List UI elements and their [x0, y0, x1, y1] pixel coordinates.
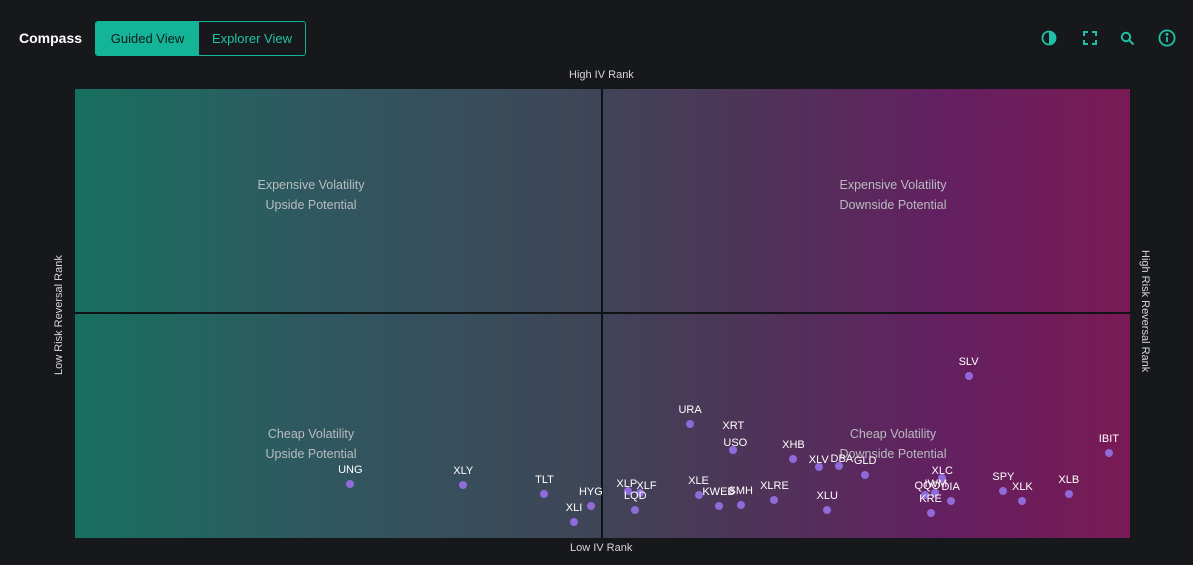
- view-toggle: Guided View Explorer View: [95, 21, 306, 56]
- scatter-point-ura[interactable]: [686, 419, 695, 428]
- point-label-ibit: IBIT: [1098, 433, 1119, 446]
- point-label-hyg: HYG: [578, 485, 603, 498]
- quadrant-top-left-label: Expensive Volatility Upside Potential: [191, 175, 431, 215]
- scatter-point-hyg[interactable]: [586, 501, 595, 510]
- contrast-icon[interactable]: [1040, 29, 1058, 47]
- guided-view-button[interactable]: Guided View: [96, 22, 199, 55]
- scatter-point-uso[interactable]: [729, 445, 738, 454]
- quadrant-bottom-left-line2: Upside Potential: [265, 447, 357, 461]
- explorer-view-button[interactable]: Explorer View: [199, 22, 305, 55]
- quadrant-bottom-right-line1: Cheap Volatility: [849, 427, 937, 441]
- point-label-smh: SMH: [728, 484, 753, 497]
- point-label-ura: URA: [678, 403, 702, 416]
- quadrant-bottom-right-line2: Downside Potential: [839, 447, 947, 461]
- point-label-xlu: XLU: [816, 489, 838, 502]
- scatter-point-qqq[interactable]: [921, 490, 930, 499]
- point-label-xlk: XLK: [1011, 481, 1033, 494]
- scatter-point-xle[interactable]: [694, 491, 703, 500]
- axis-label-left: Low Risk Reversal Rank: [53, 255, 65, 375]
- quadrant-top-left-line2: Upside Potential: [265, 198, 357, 212]
- point-label-kweb: KWEB: [702, 485, 735, 498]
- point-label-iwm: IWM: [924, 477, 948, 490]
- point-label-xlf: XLF: [636, 479, 657, 492]
- axis-label-top: High IV Rank: [569, 69, 634, 81]
- point-label-xhb: XHB: [782, 438, 805, 451]
- scatter-point-xly[interactable]: [459, 481, 468, 490]
- scatter-point-xlf[interactable]: [636, 488, 645, 497]
- point-label-dba: DBA: [830, 453, 854, 466]
- point-label-slv: SLV: [958, 355, 979, 368]
- quadrant-top-right-line1: Expensive Volatility: [839, 178, 947, 192]
- quadrant-bottom-left-label: Cheap Volatility Upside Potential: [191, 424, 431, 464]
- scatter-point-iwm[interactable]: [930, 488, 939, 497]
- quadrant-bottom-right-label: Cheap Volatility Downside Potential: [773, 424, 1013, 464]
- scatter-point-xlu[interactable]: [823, 505, 832, 514]
- scatter-point-dba[interactable]: [834, 462, 843, 471]
- scatter-point-lqd[interactable]: [631, 505, 640, 514]
- scatter-point-xlc[interactable]: [938, 473, 947, 482]
- point-label-xle: XLE: [688, 475, 709, 488]
- zoom-icon[interactable]: [1118, 29, 1136, 47]
- scatter-point-xli[interactable]: [570, 517, 578, 526]
- scatter-point-tlt[interactable]: [540, 489, 549, 498]
- point-label-xlre: XLRE: [760, 480, 789, 493]
- point-label-spy: SPY: [992, 471, 1015, 484]
- point-label-xli: XLI: [565, 501, 583, 514]
- point-label-uso: USO: [723, 436, 748, 449]
- point-label-xlc: XLC: [931, 464, 953, 477]
- point-label-xly: XLY: [453, 465, 474, 478]
- quadrant-top-right-line2: Downside Potential: [839, 198, 947, 212]
- axis-label-right: High Risk Reversal Rank: [1139, 250, 1151, 373]
- quadrant-top-left-line1: Expensive Volatility: [257, 178, 365, 192]
- point-label-lqd: LQD: [623, 489, 647, 502]
- app-title: Compass: [19, 30, 83, 46]
- compass-plot[interactable]: Expensive Volatility Upside Potential Ex…: [75, 89, 1130, 538]
- point-label-xrt: XRT: [722, 419, 745, 432]
- scatter-point-gld[interactable]: [861, 471, 870, 480]
- scatter-point-dia[interactable]: [946, 497, 955, 506]
- scatter-point-xlp[interactable]: [623, 487, 632, 496]
- scatter-point-kre[interactable]: [926, 509, 935, 518]
- scatter-point-spy[interactable]: [999, 487, 1008, 496]
- point-label-xlp: XLP: [616, 478, 638, 491]
- scatter-point-xlb[interactable]: [1064, 489, 1073, 498]
- point-label-kre: KRE: [919, 493, 942, 506]
- scatter-point-ung[interactable]: [346, 479, 355, 488]
- quadrant-bottom-left-line1: Cheap Volatility: [267, 427, 355, 441]
- scatter-point-ibit[interactable]: [1104, 449, 1113, 458]
- point-label-gld: GLD: [853, 455, 877, 468]
- point-label-tlt: TLT: [535, 473, 554, 486]
- axis-label-bottom: Low IV Rank: [570, 542, 633, 554]
- scatter-point-xlre[interactable]: [770, 496, 779, 505]
- point-label-xlb: XLB: [1058, 473, 1080, 486]
- point-label-xlv: XLV: [808, 454, 829, 467]
- scatter-point-xlk[interactable]: [1018, 497, 1027, 506]
- scatter-point-xlv[interactable]: [814, 463, 823, 472]
- fullscreen-icon[interactable]: [1081, 29, 1099, 47]
- scatter-point-kweb[interactable]: [714, 501, 723, 510]
- horizontal-divider: [75, 312, 1130, 314]
- info-icon[interactable]: [1158, 29, 1176, 47]
- scatter-point-xhb[interactable]: [789, 454, 798, 463]
- point-label-ung: UNG: [338, 463, 363, 476]
- quadrant-top-right-label: Expensive Volatility Downside Potential: [773, 175, 1013, 215]
- scatter-point-slv[interactable]: [964, 371, 973, 380]
- scatter-point-smh[interactable]: [736, 500, 745, 509]
- point-label-dia: DIA: [941, 481, 960, 494]
